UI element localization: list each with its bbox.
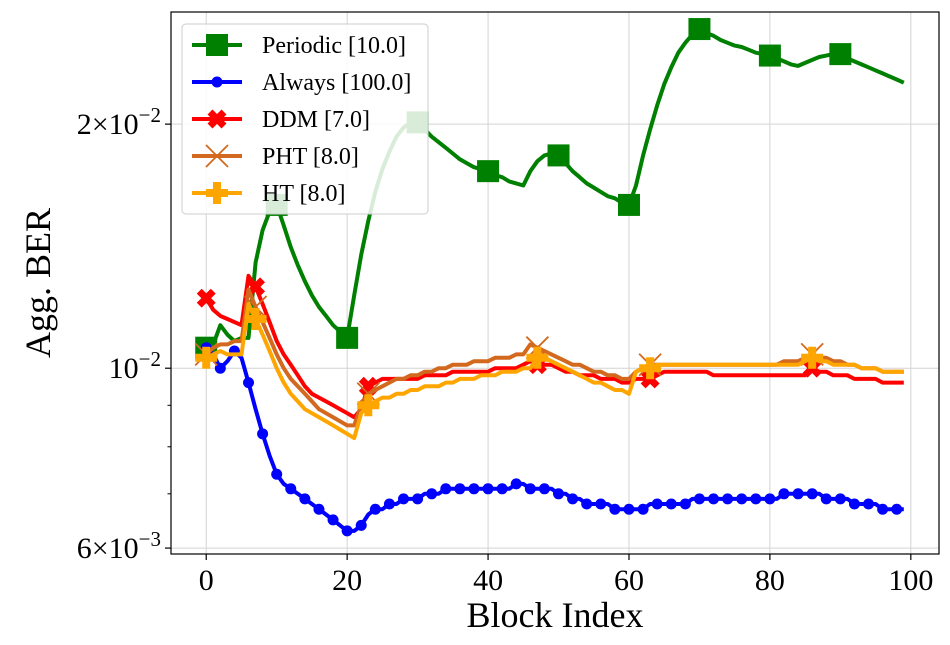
series-always xyxy=(200,342,904,537)
data-point xyxy=(778,488,790,500)
legend-marker xyxy=(206,182,228,204)
legend: Periodic [10.0] Always [100.0] DDM [7.0] PH… xyxy=(181,23,429,215)
x-tick-label: 40 xyxy=(473,564,503,597)
data-point xyxy=(454,483,466,495)
y-tick-label: 6×10−3 xyxy=(77,527,161,565)
y-tick-label: 2×10−2 xyxy=(77,103,161,141)
data-point xyxy=(722,493,734,505)
data-point xyxy=(383,498,395,510)
data-point xyxy=(440,483,452,495)
legend-marker xyxy=(206,34,228,56)
data-point xyxy=(617,193,640,216)
data-point xyxy=(547,144,570,167)
data-point xyxy=(688,18,711,41)
series-line xyxy=(204,273,904,420)
data-point xyxy=(510,478,522,490)
data-point xyxy=(341,525,353,537)
legend-label: PHT [8.0] xyxy=(262,144,359,170)
data-point xyxy=(369,503,381,515)
data-point xyxy=(848,498,860,510)
data-point xyxy=(820,493,832,505)
series-ht xyxy=(195,302,904,441)
data-point xyxy=(299,493,311,505)
data-point xyxy=(336,326,359,349)
data-point xyxy=(792,488,804,500)
data-point xyxy=(477,160,500,183)
data-point xyxy=(285,483,297,495)
data-point xyxy=(195,346,218,369)
y-axis-title: Agg. BER xyxy=(18,208,58,358)
legend-entry: DDM [7.0] xyxy=(192,107,370,133)
data-point xyxy=(214,362,226,374)
data-point xyxy=(496,483,508,495)
data-point xyxy=(196,288,216,308)
data-point xyxy=(693,493,705,505)
x-tick-label: 60 xyxy=(614,564,644,597)
data-point xyxy=(468,483,480,495)
data-point xyxy=(801,346,824,369)
legend-entry: HT [8.0] xyxy=(192,181,346,207)
data-point xyxy=(553,488,565,500)
data-point xyxy=(829,43,852,66)
series-line xyxy=(205,302,904,441)
data-point xyxy=(257,428,269,440)
data-point xyxy=(538,483,550,495)
data-point xyxy=(750,493,762,505)
data-point xyxy=(708,493,720,505)
legend-marker xyxy=(207,109,227,129)
data-point xyxy=(651,498,663,510)
data-point xyxy=(581,498,593,510)
x-tick-label: 100 xyxy=(888,564,933,597)
data-point xyxy=(623,503,635,515)
data-point xyxy=(764,493,776,505)
x-tick-label: 0 xyxy=(199,564,214,597)
legend-label: Always [100.0] xyxy=(262,70,411,96)
data-point xyxy=(243,377,255,389)
data-point xyxy=(609,503,621,515)
data-point xyxy=(806,488,818,500)
series-line xyxy=(204,287,904,428)
data-point xyxy=(679,498,691,510)
legend-label: HT [8.0] xyxy=(262,181,346,207)
data-point xyxy=(758,44,781,67)
data-point xyxy=(526,346,549,369)
data-point xyxy=(567,493,579,505)
data-point xyxy=(398,493,410,505)
axis-ticks: 0 20 40 60 80 100 6×10−3 10−2 2×10−2 xyxy=(77,103,934,597)
legend-entry: PHT [8.0] xyxy=(192,144,359,170)
legend-marker xyxy=(205,144,229,168)
legend-label: DDM [7.0] xyxy=(262,107,370,133)
data-point xyxy=(665,498,677,510)
data-point xyxy=(327,514,339,526)
data-point xyxy=(639,357,662,380)
x-tick-label: 80 xyxy=(755,564,785,597)
legend-label: Periodic [10.0] xyxy=(262,33,406,59)
data-point xyxy=(834,493,846,505)
data-point xyxy=(877,503,889,515)
legend-entry: Always [100.0] xyxy=(192,70,411,96)
y-tick-label: 10−2 xyxy=(109,347,161,385)
data-point xyxy=(426,488,438,500)
data-point xyxy=(524,483,536,495)
data-point xyxy=(355,519,367,531)
plot-frame xyxy=(170,11,940,555)
legend-entry: Periodic [10.0] xyxy=(192,33,406,59)
data-point xyxy=(482,483,494,495)
data-point xyxy=(863,498,875,510)
data-point xyxy=(412,493,424,505)
data-point xyxy=(891,503,903,515)
data-point xyxy=(313,503,325,515)
x-axis-title: Block Index xyxy=(467,595,644,635)
data-point xyxy=(244,307,267,330)
data-point xyxy=(595,498,607,510)
data-point xyxy=(736,493,748,505)
data-point xyxy=(637,503,649,515)
legend-frame xyxy=(181,23,429,215)
legend-marker xyxy=(211,76,223,88)
data-point xyxy=(357,394,380,417)
data-point xyxy=(271,468,283,480)
x-tick-label: 20 xyxy=(332,564,362,597)
